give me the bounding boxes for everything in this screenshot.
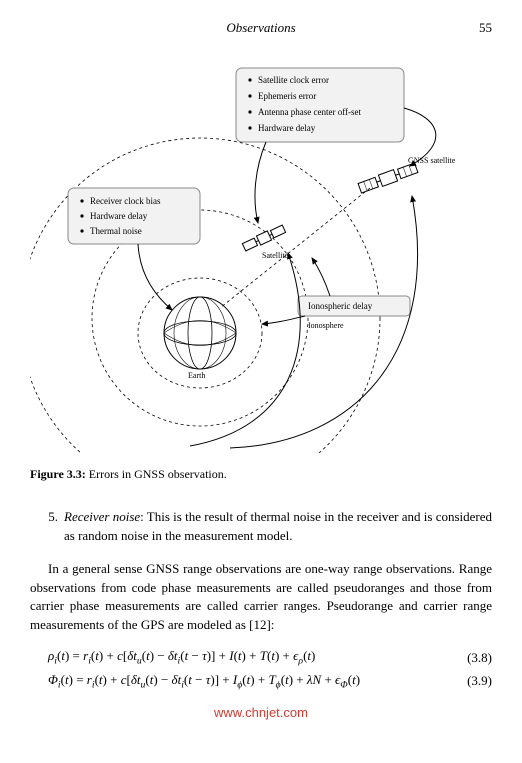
list-term: Receiver noise xyxy=(64,509,140,524)
figure-caption-label: Figure 3.3: xyxy=(30,467,86,481)
header-page-number: 55 xyxy=(479,20,492,36)
satellite-icon xyxy=(242,224,286,252)
svg-text:Satellite clock error: Satellite clock error xyxy=(258,75,329,85)
signal-path-dashed xyxy=(220,188,370,308)
header-title: Observations xyxy=(226,20,295,36)
equation-block: ρi(t) = ri(t) + c[δtu(t) − δti(t − τ)] +… xyxy=(30,647,492,692)
body-paragraph: In a general sense GNSS range observatio… xyxy=(30,560,492,635)
svg-text:Ephemeris error: Ephemeris error xyxy=(258,91,316,101)
equation-3-9: Φi(t) = ri(t) + c[δtu(t) − δti(t − τ)] +… xyxy=(30,671,492,693)
equation-3-8: ρi(t) = ri(t) + c[δtu(t) − δti(t − τ)] +… xyxy=(30,647,492,669)
svg-text:Hardware delay: Hardware delay xyxy=(90,211,148,221)
satellite-errors-box: Satellite clock error Ephemeris error An… xyxy=(236,68,404,142)
watermark-text: www.chnjet.com xyxy=(30,705,492,720)
ionosphere-box: Ionospheric delay Ionosphere xyxy=(298,296,410,330)
page-header: Observations 55 xyxy=(30,20,492,36)
earth-sphere xyxy=(164,297,236,369)
svg-text:Ionospheric delay: Ionospheric delay xyxy=(308,301,373,311)
satellite-label: Satellite xyxy=(262,251,289,260)
earth-label: Earth xyxy=(188,371,205,380)
svg-text:Thermal noise: Thermal noise xyxy=(90,226,142,236)
figure-diagram: Earth Satellite clock error Ephemeris er… xyxy=(30,48,492,453)
arrow-iono-up xyxy=(312,258,330,296)
receiver-errors-box: Receiver clock bias Hardware delay Therm… xyxy=(68,188,200,244)
equation-number: (3.8) xyxy=(442,649,492,668)
equation-number: (3.9) xyxy=(442,672,492,691)
gnss-satellite-icon xyxy=(358,162,418,194)
svg-text:Receiver clock bias: Receiver clock bias xyxy=(90,196,161,206)
arrow-leftbox-to-earth xyxy=(138,244,172,310)
svg-text:Hardware delay: Hardware delay xyxy=(258,123,316,133)
gnss-satellite-label: GNSS satellite xyxy=(408,156,456,165)
arrow-topbox-to-sat xyxy=(255,142,266,223)
svg-text:Antenna phase center off-set: Antenna phase center off-set xyxy=(258,107,362,117)
svg-text:Ionosphere: Ionosphere xyxy=(308,321,344,330)
figure-caption: Figure 3.3: Errors in GNSS observation. xyxy=(30,467,492,482)
list-item-5: 5. Receiver noise: This is the result of… xyxy=(30,508,492,546)
figure-caption-text: Errors in GNSS observation. xyxy=(86,467,227,481)
arrow-iono-left xyxy=(262,316,305,324)
list-number: 5. xyxy=(30,508,64,546)
